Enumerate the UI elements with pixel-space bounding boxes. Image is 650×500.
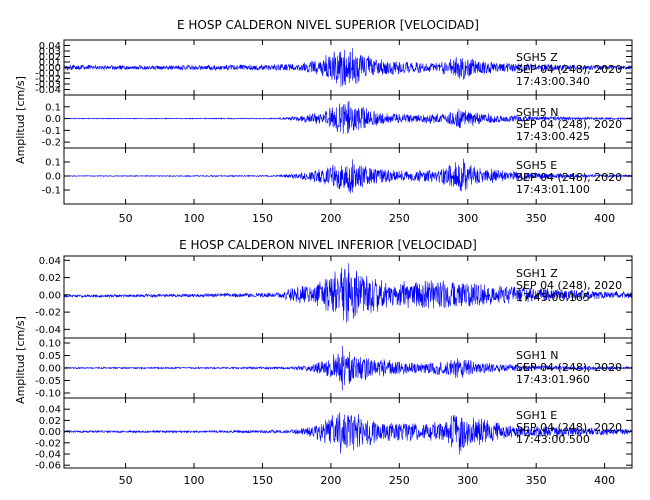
- y-axis-label-upper: Amplitud [cm/s]: [14, 76, 27, 164]
- y-tick-label: -0.03: [35, 80, 61, 91]
- chart-title-lower: E HOSP CALDERON NIVEL INFERIOR [VELOCIDA…: [179, 238, 477, 252]
- waveform-trace: [63, 412, 633, 455]
- y-tick-label: 0.04: [39, 256, 61, 267]
- station-component-label: SGH1 N: [516, 349, 559, 362]
- record-date-label: SEP 04 (248), 2020: [516, 118, 622, 131]
- y-tick-label: -0.02: [35, 308, 61, 319]
- x-tick-label: 100: [184, 474, 205, 487]
- y-tick-label: -0.04: [35, 450, 61, 461]
- y-tick-label: -0.04: [35, 325, 61, 336]
- x-tick-label: 400: [594, 212, 615, 225]
- station-component-label: SGH5 E: [516, 159, 557, 172]
- y-tick-label: 0.01: [39, 58, 61, 69]
- record-time-label: 17:43:00.165: [516, 291, 590, 304]
- x-tick-label: 200: [320, 212, 341, 225]
- record-date-label: SEP 04 (248), 2020: [516, 421, 622, 434]
- y-axis-label-lower: Amplitud [cm/s]: [14, 316, 27, 404]
- y-tick-label: 0.02: [39, 273, 61, 284]
- station-component-label: SGH1 Z: [516, 267, 558, 280]
- x-tick-label: 250: [389, 212, 410, 225]
- x-tick-label: 300: [457, 474, 478, 487]
- y-tick-label: 0.02: [39, 416, 61, 427]
- waveform-trace: [63, 100, 633, 134]
- record-date-label: SEP 04 (248), 2020: [516, 279, 622, 292]
- y-tick-label: 0.04: [39, 405, 61, 416]
- y-tick-label: 0.0: [45, 114, 61, 125]
- waveform-trace: [63, 158, 633, 194]
- y-tick-label: 0.00: [39, 63, 61, 74]
- y-tick-label: 0.00: [39, 290, 61, 301]
- x-tick-label: 400: [594, 474, 615, 487]
- y-tick-label: -0.1: [41, 126, 61, 137]
- panel-frame: [63, 397, 633, 469]
- y-tick-label: -0.10: [35, 389, 61, 400]
- y-tick-label: 0.04: [39, 41, 61, 52]
- waveform-trace: [63, 345, 633, 391]
- x-tick-label: 200: [320, 474, 341, 487]
- chart-lower-block: E HOSP CALDERON NIVEL INFERIOR [VELOCIDA…: [14, 238, 633, 487]
- y-tick-label: -0.05: [35, 376, 61, 387]
- record-time-label: 17:43:00.500: [516, 433, 590, 446]
- x-tick-label: 50: [119, 474, 133, 487]
- y-tick-label: -0.02: [35, 74, 61, 85]
- station-component-label: SGH5 Z: [516, 51, 558, 64]
- record-time-label: 17:43:01.100: [516, 183, 590, 196]
- y-tick-label: 0.00: [39, 364, 61, 375]
- x-tick-label: 350: [526, 212, 547, 225]
- y-tick-label: 0.1: [45, 102, 61, 113]
- record-date-label: SEP 04 (248), 2020: [516, 361, 622, 374]
- chart-upper-block: E HOSP CALDERON NIVEL SUPERIOR [VELOCIDA…: [14, 18, 633, 225]
- waveform-trace: [63, 263, 633, 323]
- panel-sgh5-z: 0.040.030.020.010.00-0.01-0.02-0.03-0.04…: [35, 39, 633, 96]
- record-date-label: SEP 04 (248), 2020: [516, 171, 622, 184]
- record-time-label: 17:43:01.960: [516, 373, 590, 386]
- y-tick-label: 0.0: [45, 172, 61, 183]
- y-tick-label: 0.10: [39, 339, 61, 350]
- station-component-label: SGH1 E: [516, 409, 557, 422]
- chart-title-upper: E HOSP CALDERON NIVEL SUPERIOR [VELOCIDA…: [177, 18, 479, 32]
- y-tick-label: 0.1: [45, 158, 61, 169]
- x-tick-label: 150: [252, 474, 273, 487]
- y-tick-label: -0.1: [41, 186, 61, 197]
- y-tick-label: 0.03: [39, 47, 61, 58]
- y-tick-label: 0.02: [39, 52, 61, 63]
- waveform-trace: [63, 48, 633, 88]
- x-tick-label: 300: [457, 212, 478, 225]
- record-time-label: 17:43:00.340: [516, 75, 590, 88]
- x-tick-label: 50: [119, 212, 133, 225]
- y-tick-label: -0.04: [35, 85, 61, 96]
- y-tick-label: -0.06: [35, 461, 61, 472]
- y-tick-label: -0.01: [35, 69, 61, 80]
- x-tick-label: 350: [526, 474, 547, 487]
- x-tick-label: 150: [252, 212, 273, 225]
- record-date-label: SEP 04 (248), 2020: [516, 63, 622, 76]
- y-tick-label: -0.2: [41, 138, 61, 149]
- y-tick-label: -0.02: [35, 438, 61, 449]
- x-tick-label: 250: [389, 474, 410, 487]
- record-time-label: 17:43:00.425: [516, 130, 590, 143]
- y-tick-label: 0.05: [39, 351, 61, 362]
- station-component-label: SGH5 N: [516, 106, 559, 119]
- y-tick-label: 0.00: [39, 427, 61, 438]
- x-tick-label: 100: [184, 212, 205, 225]
